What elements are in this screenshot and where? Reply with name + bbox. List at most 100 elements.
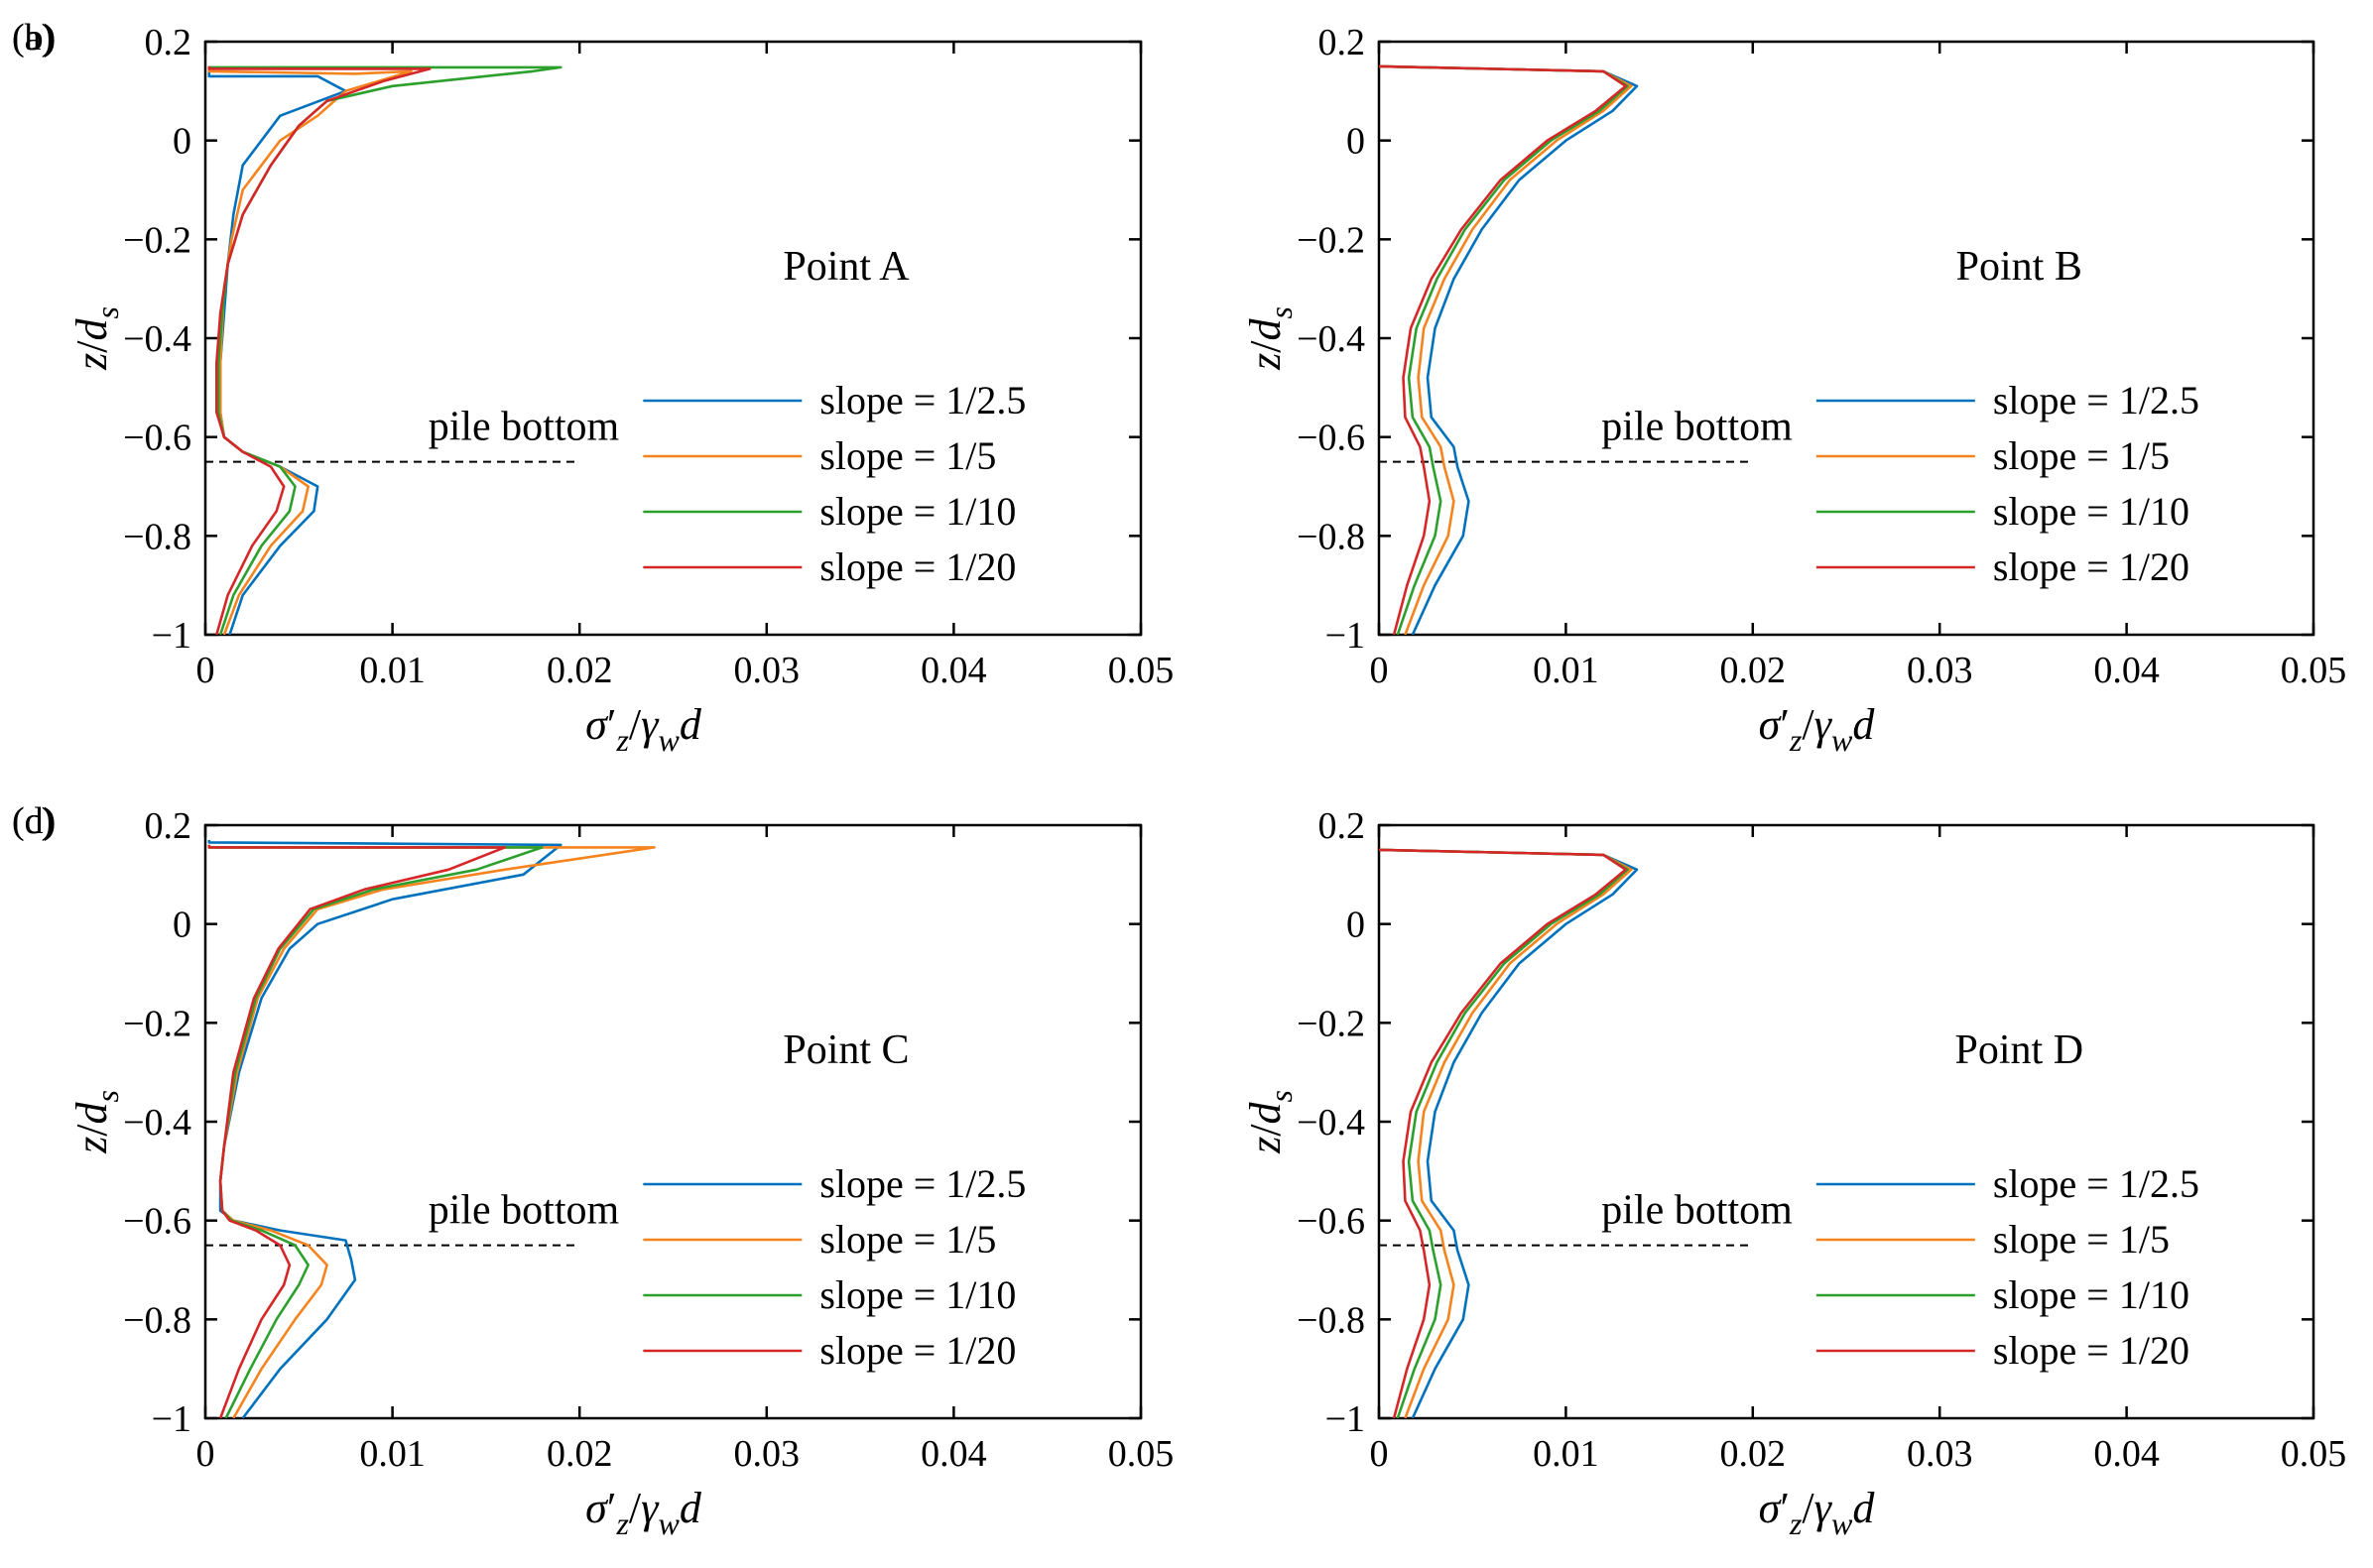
y-tick-label: −0.8 <box>1297 1299 1365 1341</box>
legend-entry: slope = 1/10 <box>1993 489 2189 534</box>
series-line-2 <box>1379 64 1629 635</box>
panel-tag: (d) <box>12 800 56 842</box>
legend-entry: slope = 1/2.5 <box>1993 1161 2199 1206</box>
y-tick-label: −0.4 <box>123 1102 191 1144</box>
point-label: Point A <box>783 244 910 290</box>
x-axis-label: σ′z/γwd <box>585 1484 702 1541</box>
series-line-0 <box>207 65 347 635</box>
legend-entry: slope = 1/2.5 <box>1993 378 2199 422</box>
y-tick-label: 0.2 <box>145 22 192 63</box>
x-tick-label: 0 <box>196 1433 215 1475</box>
y-tick-label: −0.6 <box>1297 1201 1365 1243</box>
y-axis-label: z/ds <box>67 306 125 371</box>
series-line-2 <box>207 844 544 1418</box>
panel-d: (d) 0 0.01 0.02 0.03 0.04 0.05 0.2 0 −0.2 −0.4 −0.6… <box>12 800 2346 1541</box>
y-tick-label: −0.4 <box>123 318 191 360</box>
series-group <box>207 840 656 1418</box>
x-tick-label: 0 <box>196 650 215 691</box>
panel-tag: (c) <box>12 800 54 842</box>
y-tick-label: −0.8 <box>1297 516 1365 557</box>
series-line-1 <box>1379 64 1633 635</box>
y-tick-label: −0.6 <box>123 418 191 459</box>
legend-entry: slope = 1/5 <box>819 1217 996 1262</box>
x-tick-label: 0.02 <box>547 650 613 691</box>
y-tick-label: 0.2 <box>1318 22 1366 63</box>
series-line-0 <box>207 840 562 1418</box>
x-axis-label: σ′z/γwd <box>1759 700 1876 758</box>
x-tick-label: 0 <box>1370 1433 1389 1475</box>
y-tick-label: −1 <box>1325 615 1365 657</box>
series-line-3 <box>207 65 432 635</box>
legend-entry: slope = 1/2.5 <box>819 378 1026 422</box>
y-tick-label: 0 <box>173 905 191 946</box>
x-axis-label: σ′z/γwd <box>1759 1484 1876 1541</box>
legend-entry: slope = 1/10 <box>819 489 1016 534</box>
x-tick-label: 0.02 <box>547 1433 613 1475</box>
pile-bottom-label: pile bottom <box>429 1188 620 1234</box>
series-group <box>207 65 562 635</box>
y-axis-label: z/ds <box>1241 1090 1299 1154</box>
y-tick-label: −1 <box>152 1398 191 1440</box>
x-axis-label: σ′z/γwd <box>585 700 702 758</box>
y-tick-label: −0.4 <box>1297 1102 1365 1144</box>
series-line-1 <box>207 844 656 1418</box>
x-tick-label: 0.04 <box>921 650 987 691</box>
pile-bottom-label: pile bottom <box>1601 1188 1793 1234</box>
x-tick-label: 0.02 <box>1720 650 1787 691</box>
x-tick-label: 0.03 <box>734 1433 801 1475</box>
y-tick-label: 0 <box>1346 121 1365 163</box>
series-line-0 <box>1379 848 1639 1418</box>
series-line-0 <box>1379 64 1639 635</box>
x-tick-label: 0.05 <box>1108 1433 1175 1475</box>
x-tick-label: 0.05 <box>1108 650 1175 691</box>
series-group <box>1379 64 1639 635</box>
y-axis-label: z/ds <box>67 1090 125 1154</box>
y-tick-label: −0.6 <box>1297 418 1365 459</box>
legend-entry: slope = 1/10 <box>819 1272 1016 1317</box>
point-label: Point B <box>1956 244 2082 290</box>
x-tick-label: 0.03 <box>734 650 801 691</box>
x-tick-label: 0.03 <box>1907 650 1973 691</box>
series-line-1 <box>207 65 413 635</box>
legend-entry: slope = 1/2.5 <box>819 1161 1026 1206</box>
x-tick-label: 0.04 <box>2093 1433 2160 1475</box>
pile-bottom-label: pile bottom <box>429 405 620 450</box>
x-tick-label: 0.01 <box>1533 650 1599 691</box>
y-tick-label: −0.2 <box>123 1003 191 1044</box>
legend-entry: slope = 1/5 <box>1993 433 2170 478</box>
series-line-3 <box>207 844 507 1418</box>
point-label: Point D <box>1955 1027 2084 1073</box>
x-tick-label: 0.01 <box>359 1433 426 1475</box>
y-tick-label: −0.2 <box>1297 219 1365 261</box>
legend-entry: slope = 1/20 <box>819 544 1016 589</box>
x-tick-label: 0.01 <box>1533 1433 1599 1475</box>
series-line-3 <box>1379 848 1627 1418</box>
panel-tag: (b) <box>12 17 56 59</box>
x-tick-label: 0.05 <box>2281 1433 2347 1475</box>
panel-a: (a) 0 0.01 0.02 0.03 0.04 0.05 0.2 0 −0.2 −0.4 −0.6… <box>12 17 1174 758</box>
panel-tag: (a) <box>12 17 54 59</box>
series-line-3 <box>1379 64 1627 635</box>
series-group <box>1379 848 1639 1418</box>
legend-entry: slope = 1/5 <box>819 433 996 478</box>
y-tick-label: −0.8 <box>123 1299 191 1341</box>
y-tick-label: −1 <box>152 615 191 657</box>
x-tick-label: 0 <box>1370 650 1389 691</box>
point-label: Point C <box>783 1027 909 1073</box>
y-tick-label: 0.2 <box>1318 805 1366 847</box>
y-tick-label: 0.2 <box>145 805 192 847</box>
panel-b: (b) 0 0.01 0.02 0.03 0.04 0.05 0.2 0 −0.2 −0.4 −0.6… <box>12 17 2346 758</box>
y-tick-label: −1 <box>1325 1398 1365 1440</box>
x-tick-label: 0.03 <box>1907 1433 1973 1475</box>
y-tick-label: −0.2 <box>123 219 191 261</box>
legend-entry: slope = 1/20 <box>1993 544 2189 589</box>
y-tick-label: −0.2 <box>1297 1003 1365 1044</box>
series-line-2 <box>1379 848 1629 1418</box>
x-tick-label: 0.04 <box>921 1433 987 1475</box>
y-tick-label: −0.4 <box>1297 318 1365 360</box>
y-tick-label: 0 <box>173 121 191 163</box>
y-axis-label: z/ds <box>1241 306 1299 371</box>
x-tick-label: 0.04 <box>2093 650 2160 691</box>
y-tick-label: 0 <box>1346 905 1365 946</box>
